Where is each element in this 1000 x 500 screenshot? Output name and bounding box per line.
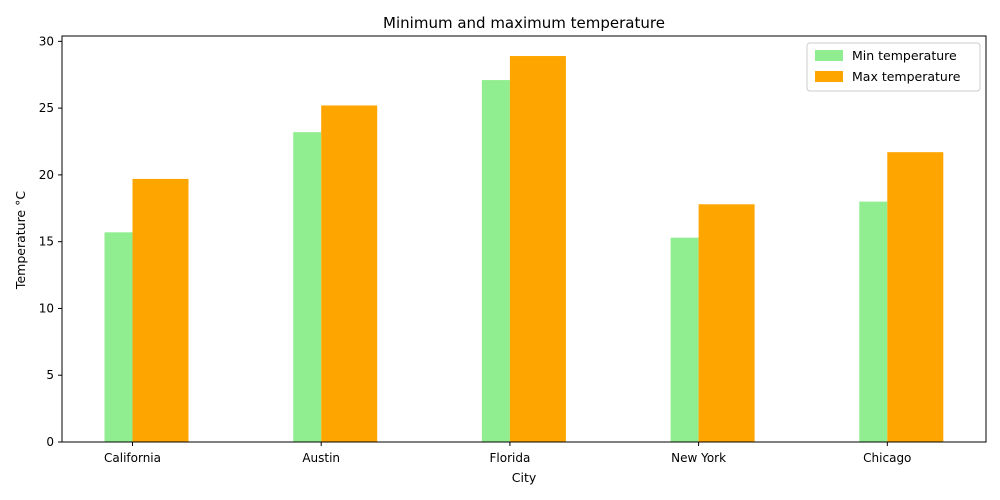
x-tick-label: New York [671, 451, 726, 465]
y-tick-label: 0 [46, 435, 54, 449]
y-tick-label: 5 [46, 368, 54, 382]
x-tick-label: California [104, 451, 161, 465]
y-tick-label: 10 [39, 301, 54, 315]
bar-min-new-york [670, 237, 699, 442]
x-ticks-group: California Austin Florida New York Chicago [104, 442, 911, 465]
plot-frame [61, 35, 987, 443]
bar-max-chicago [887, 152, 944, 442]
y-axis-label: Temperature °C [13, 191, 28, 290]
x-tick-label: Austin [302, 451, 340, 465]
legend: Min temperature Max temperature [806, 42, 981, 92]
bars-group [104, 56, 944, 443]
legend-swatch-min [815, 50, 843, 61]
bar-min-chicago [859, 201, 888, 442]
legend-swatch-max [815, 71, 843, 82]
legend-label-min: Min temperature [852, 48, 957, 63]
bar-max-austin [321, 105, 378, 443]
y-ticks-group: 0 5 10 15 20 25 30 [39, 34, 62, 449]
y-tick-label: 30 [39, 34, 54, 48]
bar-min-florida [481, 80, 510, 443]
chart-title: Minimum and maximum temperature [383, 14, 665, 32]
y-tick-label: 15 [39, 235, 54, 249]
bar-max-new-york [698, 204, 755, 442]
y-tick-label: 20 [39, 168, 54, 182]
y-tick-label: 25 [39, 101, 54, 115]
bar-max-florida [509, 56, 566, 442]
bar-min-austin [293, 132, 322, 442]
bar-min-california [104, 232, 133, 442]
bar-max-california [132, 178, 189, 443]
legend-box [806, 42, 981, 92]
x-tick-label: Chicago [863, 451, 911, 465]
legend-label-max: Max temperature [852, 69, 961, 84]
x-tick-label: Florida [489, 451, 530, 465]
x-axis-label: City [512, 470, 537, 485]
